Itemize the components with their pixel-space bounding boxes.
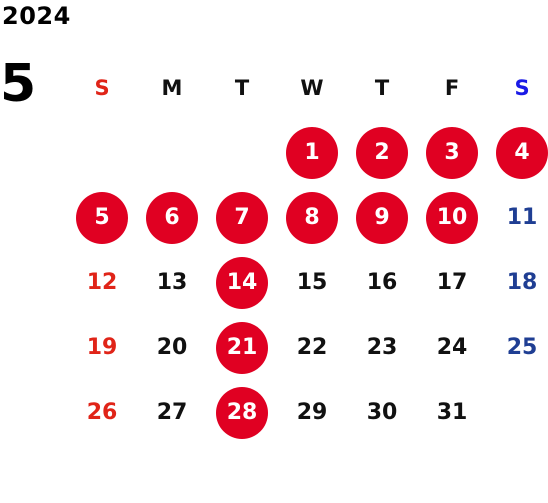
- day-cell: 27: [137, 380, 207, 445]
- day-number: 25: [506, 335, 538, 360]
- day-number: 13: [156, 270, 188, 295]
- day-cell-holiday: 28: [207, 380, 277, 445]
- day-cell-holiday: 21: [207, 315, 277, 380]
- empty-day-cell: [67, 120, 137, 185]
- day-cell: 15: [277, 250, 347, 315]
- day-number: 11: [506, 205, 538, 230]
- empty-day-cell: [137, 120, 207, 185]
- day-cell: 25: [487, 315, 548, 380]
- weekday-header-mon: M: [161, 75, 183, 100]
- day-number: 2: [356, 126, 408, 179]
- day-cell: 24: [417, 315, 487, 380]
- day-number: 19: [86, 335, 118, 360]
- day-cell-holiday: 8: [277, 185, 347, 250]
- day-cell: 18: [487, 250, 548, 315]
- empty-day-cell: [207, 120, 277, 185]
- day-number: 26: [86, 400, 118, 425]
- day-cell: 11: [487, 185, 548, 250]
- day-number: 6: [146, 191, 198, 244]
- weekday-header-sat: S: [514, 75, 530, 100]
- calendar-grid: S M T W T F S 1 2 3 4 5 6 7 8 9 10 11 12 13 14 15 16 17 1…: [67, 55, 548, 445]
- day-cell-holiday: 5: [67, 185, 137, 250]
- weekday-header-tue: T: [234, 75, 250, 100]
- day-cell: 13: [137, 250, 207, 315]
- day-number: 22: [296, 335, 328, 360]
- day-cell-holiday: 9: [347, 185, 417, 250]
- weekday-header-wed: W: [300, 75, 324, 100]
- day-number: 16: [366, 270, 398, 295]
- day-number: 20: [156, 335, 188, 360]
- weekday-header-fri: F: [444, 75, 460, 100]
- day-number: 17: [436, 270, 468, 295]
- month-number: 5: [0, 54, 37, 114]
- day-cell-holiday: 14: [207, 250, 277, 315]
- year-label: 2024: [2, 2, 71, 30]
- day-number: 24: [436, 335, 468, 360]
- day-cell-holiday: 6: [137, 185, 207, 250]
- weekday-header-thu: T: [374, 75, 390, 100]
- day-number: 31: [436, 400, 468, 425]
- day-number: 28: [216, 386, 268, 439]
- day-number: 8: [286, 191, 338, 244]
- day-number: 12: [86, 270, 118, 295]
- day-number: 9: [356, 191, 408, 244]
- day-number: 4: [496, 126, 548, 179]
- day-cell-holiday: 10: [417, 185, 487, 250]
- day-number: 21: [216, 321, 268, 374]
- day-cell: 29: [277, 380, 347, 445]
- day-number: 30: [366, 400, 398, 425]
- day-cell-holiday: 7: [207, 185, 277, 250]
- day-cell: 26: [67, 380, 137, 445]
- day-number: 5: [76, 191, 128, 244]
- day-number: 23: [366, 335, 398, 360]
- day-cell: 31: [417, 380, 487, 445]
- day-number: 27: [156, 400, 188, 425]
- day-cell-holiday: 4: [487, 120, 548, 185]
- day-cell: 20: [137, 315, 207, 380]
- weekday-header-sun: S: [94, 75, 110, 100]
- day-cell: 23: [347, 315, 417, 380]
- day-number: 14: [216, 256, 268, 309]
- day-number: 7: [216, 191, 268, 244]
- day-cell: 22: [277, 315, 347, 380]
- day-number: 29: [296, 400, 328, 425]
- day-number: 10: [426, 191, 478, 244]
- day-cell: 12: [67, 250, 137, 315]
- day-cell-holiday: 1: [277, 120, 347, 185]
- day-cell: 16: [347, 250, 417, 315]
- day-cell: 19: [67, 315, 137, 380]
- day-number: 18: [506, 270, 538, 295]
- day-number: 3: [426, 126, 478, 179]
- day-cell: 17: [417, 250, 487, 315]
- day-number: 1: [286, 126, 338, 179]
- day-cell-holiday: 2: [347, 120, 417, 185]
- day-number: 15: [296, 270, 328, 295]
- day-cell: 30: [347, 380, 417, 445]
- day-cell-holiday: 3: [417, 120, 487, 185]
